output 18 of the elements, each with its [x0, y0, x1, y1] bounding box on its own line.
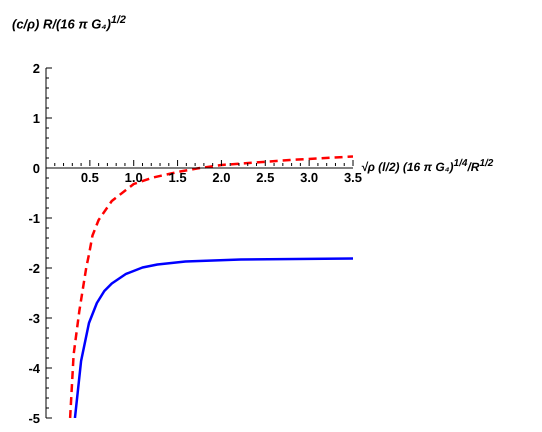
line-series: [74, 257, 353, 418]
y-tick-label: 0: [32, 161, 40, 176]
x-axis-title: √ρ (l/2) (16 π G₄)$^{1/4}$/R$^{1/2}$: [361, 158, 494, 174]
y-tick-label: 1: [32, 111, 40, 126]
x-tick-label: 3.5: [344, 170, 362, 185]
x-tick-label: 2.5: [256, 170, 274, 185]
x-tick-label: 3.0: [300, 170, 318, 185]
x-tick-label: 1.0: [124, 170, 143, 185]
y-tick-label: -4: [28, 361, 41, 376]
y-axis-title: (c/ρ) R/(16 π G₄)$^{1/2}$: [12, 14, 126, 32]
x-tick-label: 0.5: [80, 170, 99, 185]
y-tick-label: -5: [28, 411, 40, 426]
y-tick-label: -3: [28, 311, 40, 326]
y-tick-label: 2: [32, 61, 40, 76]
x-tick-label: 1.5: [168, 170, 187, 185]
y-tick-label: -1: [28, 211, 40, 226]
x-tick-label: 2.0: [212, 170, 230, 185]
y-tick-label: -2: [28, 261, 40, 276]
